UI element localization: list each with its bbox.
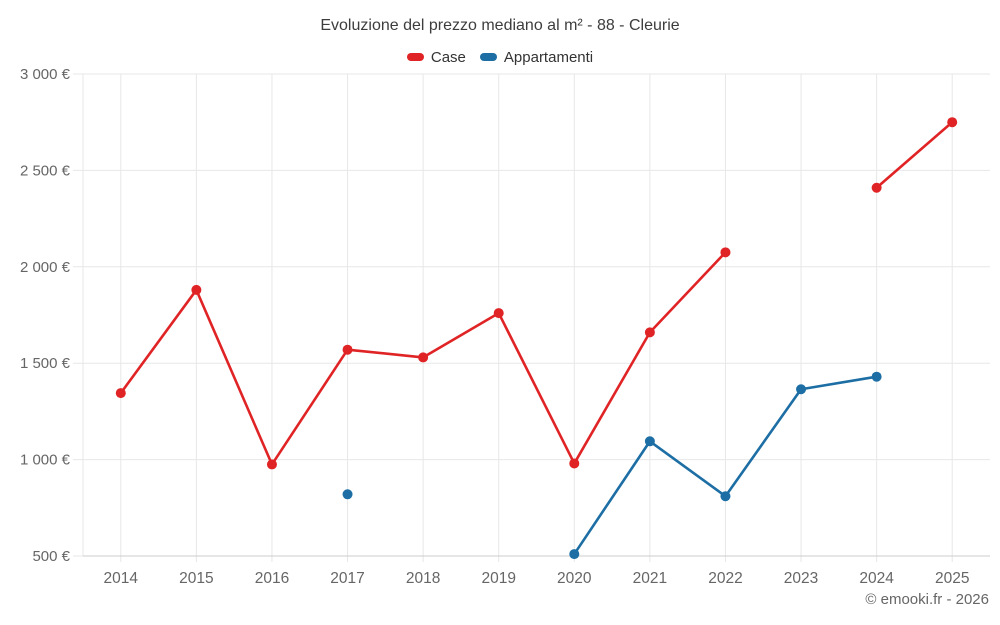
point-case-2015[interactable] xyxy=(191,284,202,295)
point-case-2025[interactable] xyxy=(947,117,958,128)
legend-label-appartamenti: Appartamenti xyxy=(503,48,594,66)
x-axis-tick-label: 2014 xyxy=(104,570,139,587)
x-axis-tick-label: 2025 xyxy=(935,570,969,587)
x-axis-tick-label: 2022 xyxy=(708,570,742,587)
series-line-case xyxy=(875,120,954,190)
point-case-2022[interactable] xyxy=(720,247,731,258)
legend: Case Appartamenti xyxy=(0,46,1000,68)
point-case-2014[interactable] xyxy=(115,388,126,399)
y-axis-tick-label: 1 000 € xyxy=(20,452,71,469)
x-axis-tick-label: 2018 xyxy=(406,570,440,587)
point-case-2021[interactable] xyxy=(644,327,655,338)
point-appartamenti-2024[interactable] xyxy=(871,371,882,382)
point-case-2017[interactable] xyxy=(342,344,353,355)
chart-title: Evoluzione del prezzo mediano al m² - 88… xyxy=(320,17,680,34)
x-axis-tick-label: 2020 xyxy=(557,570,592,587)
copyright-credit: © emooki.fr - 2026 xyxy=(865,591,989,608)
y-axis-tick-label: 2 500 € xyxy=(20,162,71,179)
legend-label-case: Case xyxy=(430,48,466,66)
x-axis-tick-label: 2021 xyxy=(633,570,667,587)
x-axis-tick-label: 2017 xyxy=(330,570,364,587)
point-case-2020[interactable] xyxy=(569,458,580,469)
point-case-2019[interactable] xyxy=(493,308,504,319)
x-axis-tick-label: 2015 xyxy=(179,570,213,587)
x-axis-tick-label: 2019 xyxy=(481,570,515,587)
x-axis-tick-label: 2024 xyxy=(859,570,894,587)
legend-item-case[interactable]: Case xyxy=(406,48,466,66)
point-appartamenti-2020[interactable] xyxy=(569,549,580,560)
point-appartamenti-2023[interactable] xyxy=(796,384,807,395)
y-axis-tick-label: 2 000 € xyxy=(20,259,71,276)
point-appartamenti-2017[interactable] xyxy=(342,489,353,500)
y-axis-tick-label: 3 000 € xyxy=(20,66,71,83)
point-case-2018[interactable] xyxy=(418,352,429,363)
point-appartamenti-2022[interactable] xyxy=(720,491,731,502)
legend-swatch-appartamenti xyxy=(479,53,497,61)
y-axis-tick-label: 500 € xyxy=(32,548,70,565)
point-case-2024[interactable] xyxy=(871,182,882,193)
legend-swatch-case xyxy=(406,53,424,61)
point-appartamenti-2021[interactable] xyxy=(644,436,655,447)
x-axis-tick-label: 2016 xyxy=(255,570,289,587)
y-axis-tick-label: 1 500 € xyxy=(20,355,71,372)
x-axis-tick-label: 2023 xyxy=(784,570,818,587)
point-case-2016[interactable] xyxy=(266,459,277,470)
legend-item-appartamenti[interactable]: Appartamenti xyxy=(479,48,594,66)
